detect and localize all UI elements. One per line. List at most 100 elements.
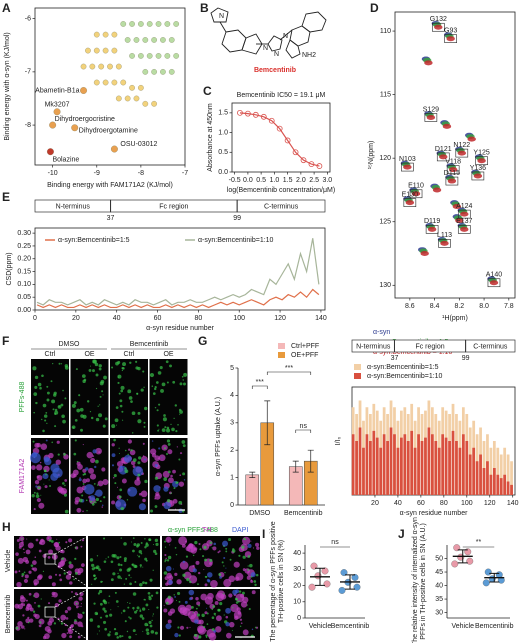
legend-label: α-syn:Bemcentinib=1:5 — [367, 364, 439, 371]
stain — [172, 568, 174, 570]
stain — [48, 479, 50, 481]
stain — [170, 474, 173, 478]
point — [155, 53, 162, 59]
point — [321, 567, 329, 575]
stain — [151, 440, 154, 442]
stain — [209, 558, 213, 562]
stain — [97, 592, 101, 595]
error-bar — [292, 460, 299, 473]
stain — [99, 500, 102, 503]
stain — [90, 619, 92, 621]
stain — [111, 366, 114, 369]
stain — [133, 543, 137, 547]
stain — [154, 387, 157, 391]
stain — [166, 439, 171, 443]
stain — [223, 556, 226, 560]
stain — [112, 476, 115, 479]
stain — [110, 609, 112, 611]
region-bound-label: 37 — [107, 215, 115, 222]
stain — [25, 559, 30, 564]
sig-bracket — [266, 371, 312, 375]
legend-swatch — [278, 352, 285, 358]
stain — [199, 548, 202, 551]
stain — [72, 426, 75, 429]
stain — [99, 602, 103, 606]
stain — [18, 545, 22, 549]
stain — [57, 453, 60, 456]
stain — [123, 542, 127, 546]
stain — [137, 419, 142, 424]
x-tick-label: -10 — [48, 170, 58, 177]
stain — [79, 407, 84, 412]
point — [107, 63, 113, 70]
sig-label: ** — [476, 539, 482, 546]
stain — [61, 482, 65, 485]
y-tick-label: 35 — [435, 596, 443, 603]
marker — [308, 161, 315, 168]
peak — [424, 60, 433, 66]
stain — [116, 636, 119, 639]
stain — [233, 561, 240, 568]
y-tick-label: 130 — [379, 282, 391, 289]
stain — [51, 441, 53, 444]
stain — [96, 555, 99, 557]
point — [155, 21, 162, 27]
stain — [117, 575, 121, 579]
error-bar — [489, 572, 500, 583]
stain — [54, 602, 59, 608]
stain — [173, 417, 175, 420]
ring — [285, 39, 301, 59]
y-tick-label: 125 — [379, 219, 391, 226]
stain — [192, 568, 197, 573]
stain — [215, 592, 225, 602]
point — [353, 583, 361, 591]
stain — [194, 547, 198, 551]
stain — [163, 571, 168, 575]
stain — [223, 593, 225, 595]
stain — [215, 615, 222, 622]
stain — [153, 485, 161, 493]
x-tick-label: 8.6 — [405, 303, 415, 310]
stain — [111, 443, 115, 447]
stain — [42, 403, 47, 408]
stain — [123, 557, 127, 561]
peak-box — [403, 198, 417, 207]
y-tick-label: 0.30 — [17, 230, 31, 237]
peak — [448, 167, 458, 173]
stain — [211, 547, 213, 549]
stain — [97, 480, 104, 487]
y-tick-label: 0.10 — [17, 281, 31, 288]
stain — [52, 362, 54, 365]
point — [85, 47, 91, 54]
region-bound-label: 99 — [462, 355, 470, 362]
stain — [33, 411, 35, 414]
stain — [132, 549, 135, 553]
stain — [142, 607, 146, 611]
y-tick-label: 1.0 — [218, 129, 228, 136]
stain — [119, 404, 123, 408]
stain — [52, 556, 54, 559]
stain — [140, 541, 143, 544]
stain — [188, 589, 195, 596]
stain — [118, 447, 120, 449]
stain — [169, 364, 172, 368]
peak-box — [475, 156, 488, 166]
x-tick-label: DMSO — [249, 510, 271, 517]
x-tick-label: 8.0 — [479, 303, 489, 310]
bar — [427, 427, 431, 495]
x-tick-label: 100 — [461, 500, 473, 507]
y-tick-label: 4 — [230, 392, 234, 399]
stain — [119, 555, 122, 559]
stain — [179, 452, 183, 455]
stain — [219, 602, 223, 606]
stain — [128, 635, 132, 639]
bar — [448, 441, 451, 495]
condition-label: Bemcentinib — [130, 341, 169, 348]
stain — [252, 547, 255, 549]
x-tick-label: Vehicle — [309, 623, 332, 630]
peak — [426, 115, 436, 121]
stain — [163, 486, 169, 492]
stain — [154, 631, 158, 635]
stain — [148, 620, 152, 624]
stain — [50, 380, 53, 383]
